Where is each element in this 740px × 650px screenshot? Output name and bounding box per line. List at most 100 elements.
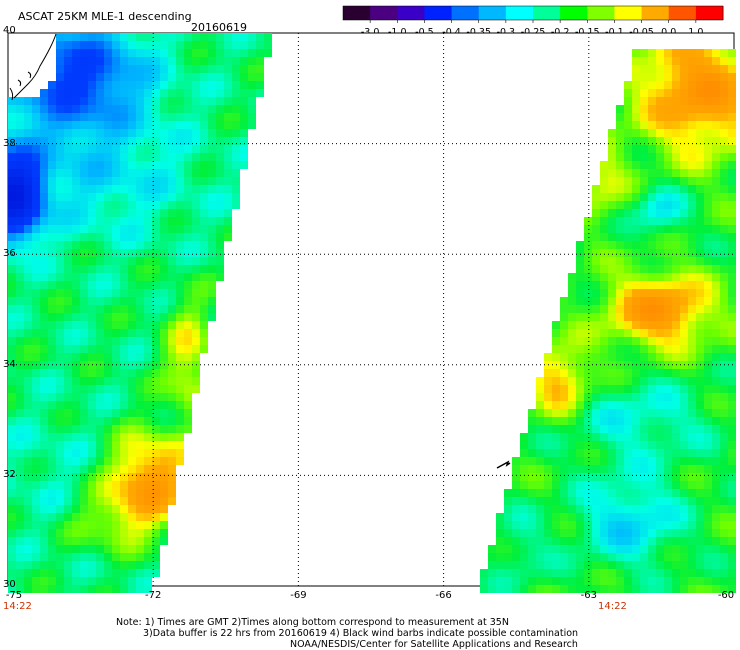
- data-cell: [696, 553, 704, 561]
- data-cell: [616, 161, 624, 169]
- data-cell: [192, 297, 200, 305]
- data-cell: [144, 401, 152, 409]
- data-cell: [568, 385, 576, 393]
- data-cell: [640, 505, 648, 513]
- data-cell: [48, 537, 56, 545]
- data-cell: [536, 401, 544, 409]
- data-cell: [8, 473, 16, 481]
- data-cell: [64, 241, 72, 249]
- data-cell: [72, 473, 80, 481]
- data-cell: [160, 49, 168, 57]
- data-cell: [712, 241, 720, 249]
- data-cell: [48, 97, 56, 105]
- data-cell: [672, 329, 680, 337]
- data-cell: [576, 393, 584, 401]
- data-cell: [584, 489, 592, 497]
- data-cell: [528, 545, 536, 553]
- data-cell: [96, 489, 104, 497]
- data-cell: [704, 377, 712, 385]
- data-cell: [160, 449, 168, 457]
- data-cell: [168, 65, 176, 73]
- data-cell: [552, 521, 560, 529]
- data-cell: [144, 393, 152, 401]
- data-cell: [680, 537, 688, 545]
- data-cell: [192, 377, 200, 385]
- data-cell: [96, 561, 104, 569]
- data-cell: [656, 409, 664, 417]
- data-cell: [152, 481, 160, 489]
- data-cell: [640, 537, 648, 545]
- data-cell: [192, 321, 200, 329]
- data-cell: [136, 425, 144, 433]
- data-cell: [152, 401, 160, 409]
- data-cell: [120, 225, 128, 233]
- data-cell: [152, 177, 160, 185]
- data-cell: [152, 521, 160, 529]
- data-cell: [640, 105, 648, 113]
- data-cell: [200, 289, 208, 297]
- data-cell: [16, 457, 24, 465]
- data-cell: [648, 129, 656, 137]
- data-cell: [608, 537, 616, 545]
- data-cell: [600, 393, 608, 401]
- data-cell: [96, 97, 104, 105]
- data-cell: [600, 569, 608, 577]
- data-cell: [608, 385, 616, 393]
- data-cell: [184, 289, 192, 297]
- data-cell: [704, 281, 712, 289]
- data-cell: [648, 529, 656, 537]
- data-cell: [560, 545, 568, 553]
- data-cell: [80, 337, 88, 345]
- data-cell: [672, 561, 680, 569]
- data-cell: [32, 177, 40, 185]
- data-cell: [240, 33, 248, 41]
- data-cell: [96, 73, 104, 81]
- data-cell: [640, 337, 648, 345]
- data-cell: [600, 161, 608, 169]
- data-cell: [544, 553, 552, 561]
- data-cell: [568, 401, 576, 409]
- colorbar-swatch: [397, 6, 425, 20]
- data-cell: [168, 257, 176, 265]
- data-cell: [40, 313, 48, 321]
- data-cell: [184, 273, 192, 281]
- data-cell: [216, 209, 224, 217]
- data-cell: [64, 129, 72, 137]
- data-cell: [160, 73, 168, 81]
- data-cell: [72, 193, 80, 201]
- data-cell: [568, 313, 576, 321]
- data-cell: [64, 249, 72, 257]
- data-cell: [200, 177, 208, 185]
- data-cell: [488, 561, 496, 569]
- data-cell: [592, 393, 600, 401]
- data-cell: [720, 337, 728, 345]
- data-cell: [8, 305, 16, 313]
- data-cell: [680, 281, 688, 289]
- data-cell: [592, 497, 600, 505]
- data-cell: [616, 385, 624, 393]
- data-cell: [680, 585, 688, 593]
- data-cell: [232, 193, 240, 201]
- data-cell: [248, 65, 256, 73]
- data-cell: [592, 425, 600, 433]
- data-cell: [16, 289, 24, 297]
- data-cell: [680, 553, 688, 561]
- data-cell: [688, 385, 696, 393]
- data-cell: [200, 329, 208, 337]
- data-cell: [56, 121, 64, 129]
- data-cell: [544, 433, 552, 441]
- data-cell: [696, 441, 704, 449]
- data-cell: [96, 161, 104, 169]
- data-cell: [144, 289, 152, 297]
- data-cell: [704, 449, 712, 457]
- data-cell: [696, 57, 704, 65]
- data-cell: [136, 225, 144, 233]
- data-cell: [184, 353, 192, 361]
- data-cell: [160, 281, 168, 289]
- data-cell: [136, 121, 144, 129]
- data-cell: [72, 353, 80, 361]
- data-cell: [184, 41, 192, 49]
- data-cell: [232, 177, 240, 185]
- data-cell: [112, 121, 120, 129]
- data-cell: [608, 153, 616, 161]
